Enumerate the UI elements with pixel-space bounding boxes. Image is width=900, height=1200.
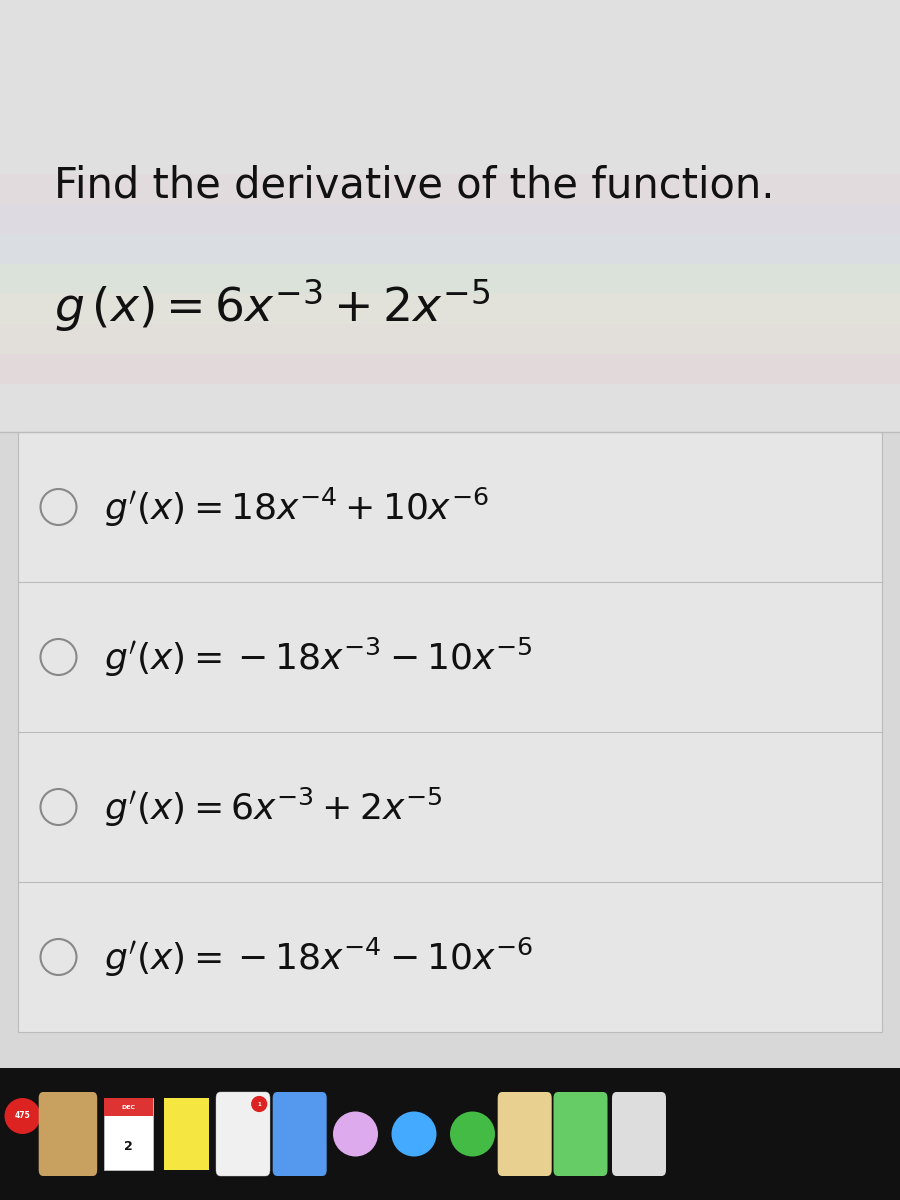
Ellipse shape [333, 1111, 378, 1157]
Text: Find the derivative of the function.: Find the derivative of the function. [54, 164, 775, 206]
Ellipse shape [251, 1096, 267, 1112]
Text: 2: 2 [124, 1140, 132, 1152]
FancyBboxPatch shape [0, 174, 900, 204]
Text: $g'(x) = -18x^{-4} - 10x^{-6}$: $g'(x) = -18x^{-4} - 10x^{-6}$ [104, 936, 533, 978]
FancyBboxPatch shape [0, 324, 900, 354]
FancyBboxPatch shape [104, 1098, 153, 1170]
FancyBboxPatch shape [0, 234, 900, 264]
Ellipse shape [450, 1111, 495, 1157]
FancyBboxPatch shape [554, 1092, 608, 1176]
Text: $g\,(x) = 6x^{-3} + 2x^{-5}$: $g\,(x) = 6x^{-3} + 2x^{-5}$ [54, 277, 491, 335]
FancyBboxPatch shape [498, 1092, 552, 1176]
Text: $g'(x) = -18x^{-3} - 10x^{-5}$: $g'(x) = -18x^{-3} - 10x^{-5}$ [104, 636, 532, 679]
Text: 1: 1 [257, 1102, 261, 1106]
Text: DEC: DEC [122, 1105, 135, 1110]
FancyBboxPatch shape [612, 1092, 666, 1176]
Text: 475: 475 [14, 1111, 31, 1121]
FancyBboxPatch shape [18, 432, 882, 1032]
Ellipse shape [4, 1098, 40, 1134]
Text: $g'(x) = 6x^{-3} + 2x^{-5}$: $g'(x) = 6x^{-3} + 2x^{-5}$ [104, 785, 442, 828]
Text: $g'(x) = 18x^{-4} + 10x^{-6}$: $g'(x) = 18x^{-4} + 10x^{-6}$ [104, 485, 488, 528]
FancyBboxPatch shape [0, 204, 900, 234]
FancyBboxPatch shape [164, 1098, 209, 1170]
FancyBboxPatch shape [104, 1098, 153, 1116]
FancyBboxPatch shape [0, 354, 900, 384]
FancyBboxPatch shape [216, 1092, 270, 1176]
FancyBboxPatch shape [273, 1092, 327, 1176]
FancyBboxPatch shape [0, 0, 900, 432]
FancyBboxPatch shape [0, 294, 900, 324]
Ellipse shape [392, 1111, 436, 1157]
FancyBboxPatch shape [39, 1092, 97, 1176]
FancyBboxPatch shape [0, 264, 900, 294]
FancyBboxPatch shape [0, 1068, 900, 1200]
